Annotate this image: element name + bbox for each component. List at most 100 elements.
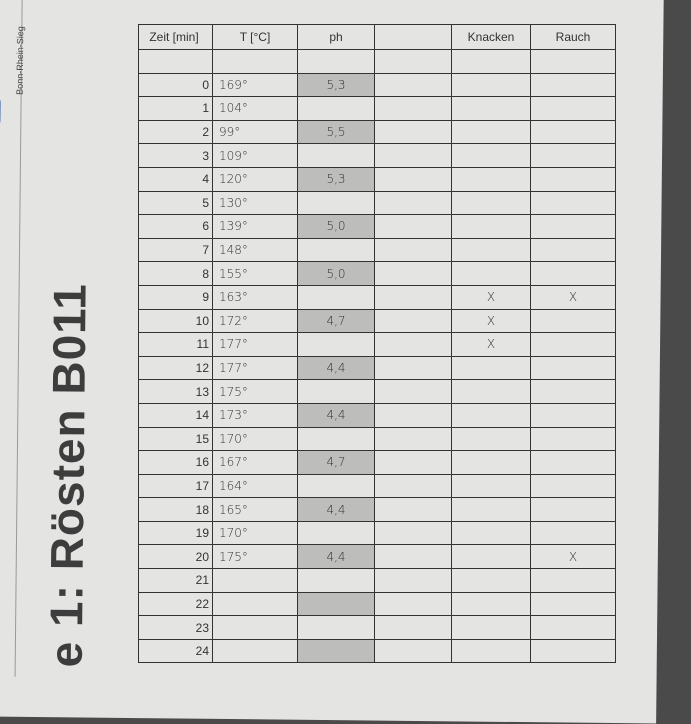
blank-cell xyxy=(374,615,452,640)
knacken-cell: X xyxy=(451,284,531,310)
table-row: 6 139° 5,0 xyxy=(138,214,616,239)
knacken-cell xyxy=(451,119,531,145)
margin-line xyxy=(14,0,23,677)
table-row: 1 104° xyxy=(138,96,616,121)
temperature-cell: 130° xyxy=(212,190,298,216)
ph-cell xyxy=(297,332,375,357)
table-row: 7 148° xyxy=(138,237,616,263)
rauch-cell xyxy=(530,355,616,381)
zeit-cell: 9 xyxy=(138,284,213,310)
knacken-cell xyxy=(451,473,531,499)
temperature-cell: 155° xyxy=(212,261,298,286)
blank-cell xyxy=(374,402,452,428)
knacken-cell xyxy=(451,166,531,192)
blank-cell xyxy=(374,237,452,263)
blank-cell xyxy=(374,332,452,357)
knacken-cell xyxy=(451,190,531,216)
blank-cell xyxy=(374,308,452,334)
table-row: 12 177° 4,4 xyxy=(138,355,616,381)
rauch-cell xyxy=(530,308,616,334)
temperature-cell: 109° xyxy=(212,143,298,168)
zeit-cell: 14 xyxy=(138,402,213,428)
zeit-cell: 15 xyxy=(138,426,213,452)
logo-text: Bonn-Rhein-Sieg xyxy=(14,26,26,95)
knacken-cell xyxy=(451,402,531,428)
zeit-cell: 6 xyxy=(138,214,213,239)
ph-cell xyxy=(297,237,375,263)
temperature-cell: 169° xyxy=(212,72,298,98)
page-title: e 1: Rösten B011 xyxy=(39,282,96,668)
zeit-cell: 12 xyxy=(138,355,213,381)
temperature-cell xyxy=(212,568,298,593)
table-row: 21 xyxy=(138,568,616,593)
knacken-cell xyxy=(451,497,531,522)
table-row: 10 172° 4,7 X xyxy=(138,308,616,334)
ph-cell xyxy=(297,379,375,404)
table-row: 20 175° 4,4 X xyxy=(138,544,616,570)
table-row: 11 177° X xyxy=(138,332,616,357)
temperature-cell: 177° xyxy=(212,355,298,381)
zeit-cell: 7 xyxy=(138,237,213,263)
knacken-cell xyxy=(451,638,531,664)
temperature-cell: 139° xyxy=(212,214,298,239)
header-blank xyxy=(374,24,452,50)
table-header-row: Zeit [min] T [°C] ph Knacken Rauch xyxy=(138,24,616,50)
table-row: 14 173° 4,4 xyxy=(138,402,616,428)
ph-cell xyxy=(297,426,375,452)
rauch-cell xyxy=(530,166,616,192)
temperature-cell: 170° xyxy=(212,426,298,452)
rauch-cell xyxy=(530,261,616,286)
temperature-cell xyxy=(212,615,298,640)
zeit-cell: 5 xyxy=(138,190,213,216)
ph-cell: 4,7 xyxy=(297,450,375,475)
ph-cell: 4,7 xyxy=(297,308,375,334)
blank-cell xyxy=(374,638,452,664)
temperature-cell: 172° xyxy=(212,308,298,334)
temperature-cell: 120° xyxy=(212,166,298,192)
zeit-cell: 24 xyxy=(138,638,213,664)
ph-cell xyxy=(297,96,375,121)
header-rauch: Rauch xyxy=(530,24,616,50)
blank-cell xyxy=(374,166,452,192)
temperature-cell: 99° xyxy=(212,119,298,145)
blank-cell xyxy=(374,214,452,239)
knacken-cell xyxy=(451,96,531,121)
table-row: 0 169° 5,3 xyxy=(138,72,616,98)
blank-cell xyxy=(374,426,452,452)
knacken-cell xyxy=(451,379,531,404)
blank-cell xyxy=(374,143,452,168)
table-row: 17 164° xyxy=(138,473,616,499)
knacken-cell xyxy=(451,520,531,546)
rauch-cell xyxy=(530,119,616,145)
temperature-cell: 167° xyxy=(212,450,298,475)
table-row: 16 167° 4,7 xyxy=(138,450,616,475)
table-row: 13 175° xyxy=(138,379,616,404)
blank-cell xyxy=(374,591,452,617)
roasting-log-table: Zeit [min] T [°C] ph Knacken Rauch 0 169°… xyxy=(138,24,616,664)
rauch-cell xyxy=(530,143,616,168)
blank-cell xyxy=(374,497,452,522)
temperature-cell: 148° xyxy=(212,237,298,263)
blank-cell xyxy=(374,72,452,98)
rauch-cell xyxy=(530,568,616,593)
blank-cell xyxy=(374,379,452,404)
table-row: 18 165° 4,4 xyxy=(138,497,616,522)
blank-cell xyxy=(374,119,452,145)
blank-cell xyxy=(374,520,452,546)
ph-cell: 5,3 xyxy=(297,166,375,192)
knacken-cell xyxy=(451,355,531,381)
zeit-cell: 18 xyxy=(138,497,213,522)
header-temperature: T [°C] xyxy=(212,24,298,50)
knacken-cell xyxy=(451,568,531,593)
temperature-cell: 104° xyxy=(212,96,298,121)
blank-cell xyxy=(374,568,452,593)
ph-cell: 4,4 xyxy=(297,544,375,570)
rauch-cell xyxy=(530,379,616,404)
table-spacer-row xyxy=(138,49,616,74)
logo-icon xyxy=(0,94,1,129)
zeit-cell: 17 xyxy=(138,473,213,499)
rauch-cell xyxy=(530,402,616,428)
ph-cell xyxy=(297,568,375,593)
rauch-cell xyxy=(530,214,616,239)
rauch-cell xyxy=(530,520,616,546)
